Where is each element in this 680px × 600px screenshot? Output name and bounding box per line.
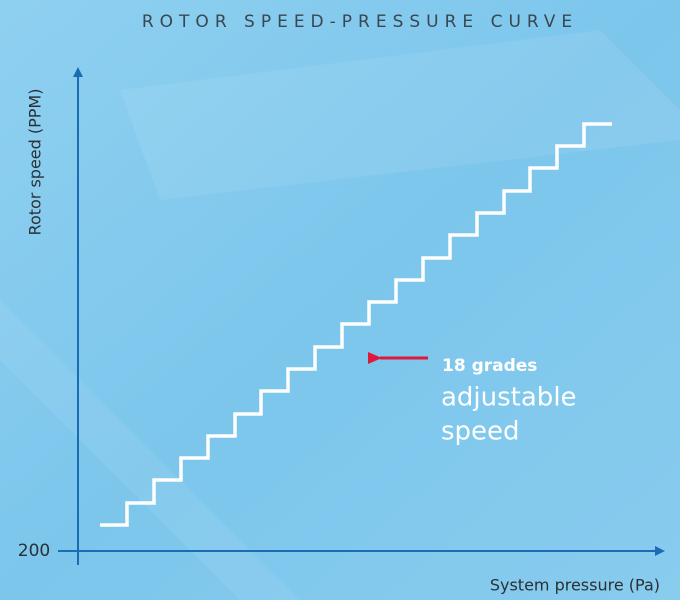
- annotation-text: adjustable: [441, 383, 577, 413]
- chart-title: ROTOR SPEED-PRESSURE CURVE: [142, 12, 578, 32]
- step-curve: [100, 122, 612, 527]
- x-axis-label: System pressure (Pa): [490, 576, 660, 595]
- y-tick-label: 200: [18, 541, 50, 561]
- annotation-text: speed: [441, 417, 520, 447]
- y-axis-label: Rotor speed (PPM): [26, 89, 45, 236]
- backdrop-shape: [120, 30, 680, 200]
- annotation-highlight: 18 grades: [442, 356, 537, 376]
- backdrop-shape: [0, 300, 300, 600]
